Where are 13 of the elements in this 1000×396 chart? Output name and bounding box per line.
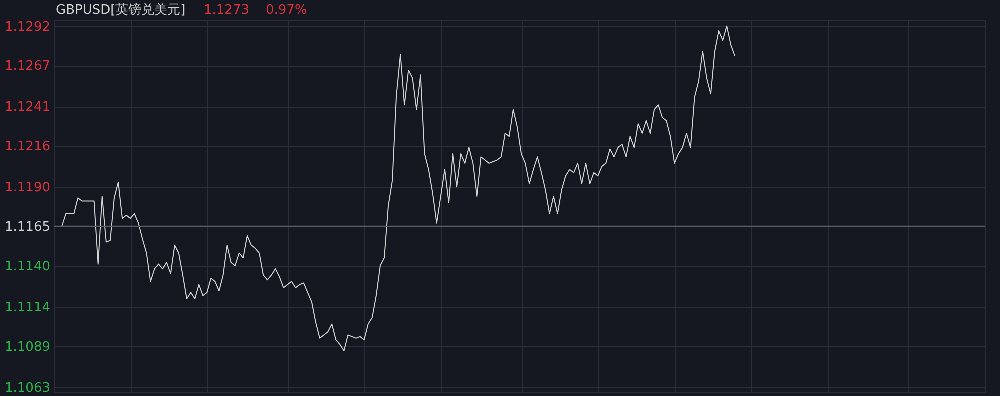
y-tick-label: 1.1114 xyxy=(5,300,50,316)
y-tick-label: 1.1241 xyxy=(5,100,50,116)
y-tick-label: 1.1267 xyxy=(5,59,50,74)
y-tick-label: 1.1216 xyxy=(5,140,50,155)
text: 1.1273 xyxy=(204,3,250,18)
y-tick-label: 1.1292 xyxy=(5,20,50,35)
y-tick-label: 1.1165 xyxy=(5,220,50,235)
y-tick-label: 1.1063 xyxy=(5,380,50,396)
y-tick-label: 1.1089 xyxy=(5,340,50,355)
chart-title: GBPUSD[英镑兑美元] xyxy=(56,2,186,18)
y-tick-label: 1.1140 xyxy=(5,259,50,274)
text: 0.97% xyxy=(266,3,308,18)
y-tick-label: 1.1190 xyxy=(5,180,50,196)
